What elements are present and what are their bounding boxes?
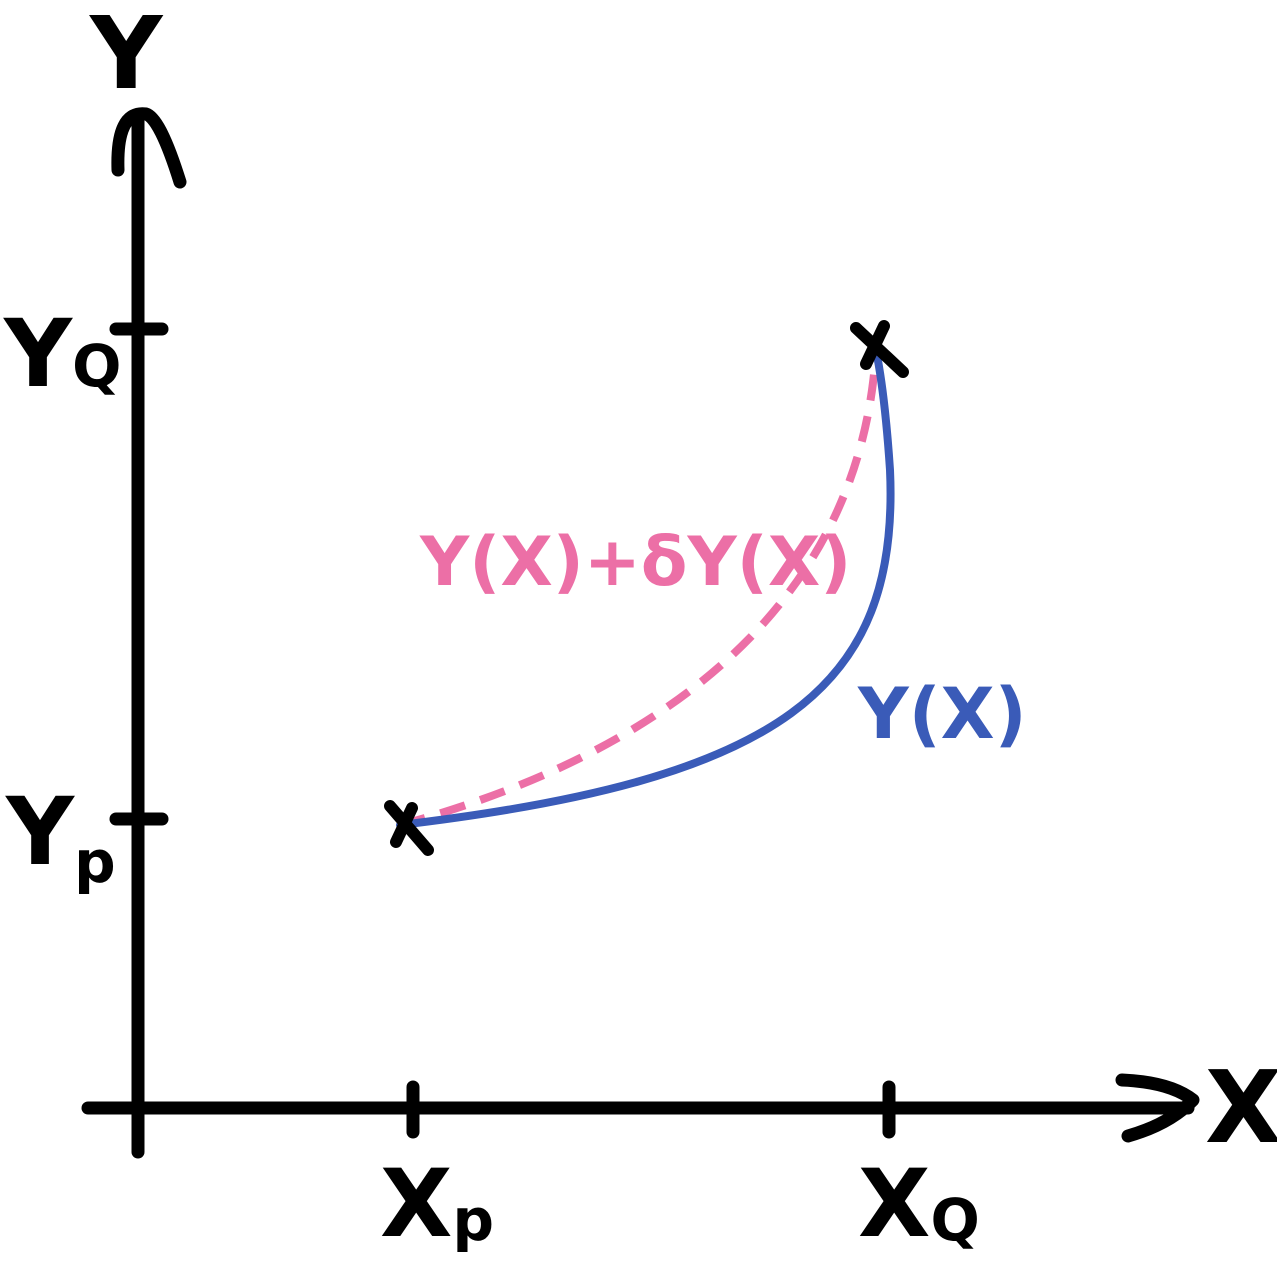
svg-text:XQ: XQ [858,1150,980,1259]
y-tick-q: YQ [3,300,169,409]
y-tick-p-sub: p [74,828,116,896]
x-tick-p-sub: p [452,1186,494,1254]
varied-path-curve [398,349,880,829]
svg-text:YQ: YQ [3,300,121,409]
y-tick-q-sub: Q [72,332,121,400]
svg-text:Yp: Yp [5,778,116,896]
x-axis-arrowhead [1115,1073,1200,1143]
x-tick-p: Xp [380,1080,494,1259]
x-tick-q-main: X [858,1150,930,1259]
y-tick-p: Yp [5,778,169,896]
x-axis-label: X [1205,1049,1277,1166]
y-axis: Y [89,0,187,1159]
x-tick-p-main: X [380,1150,452,1259]
varied-path-label: Y(X)+δY(X) [419,523,851,602]
x-tick-q: XQ [858,1080,980,1259]
true-path-label: Y(X) [857,673,1027,755]
y-tick-p-main: Y [5,778,75,887]
y-tick-q-main: Y [3,300,73,409]
true-path-curve [396,346,895,829]
svg-text:Xp: Xp [380,1150,494,1259]
y-axis-arrowhead [111,107,187,189]
y-axis-label: Y [89,0,164,112]
endpoint-p-marker [384,800,434,856]
x-axis: X [81,1049,1277,1166]
x-tick-q-sub: Q [930,1186,979,1254]
endpoint-q-marker [850,320,909,378]
